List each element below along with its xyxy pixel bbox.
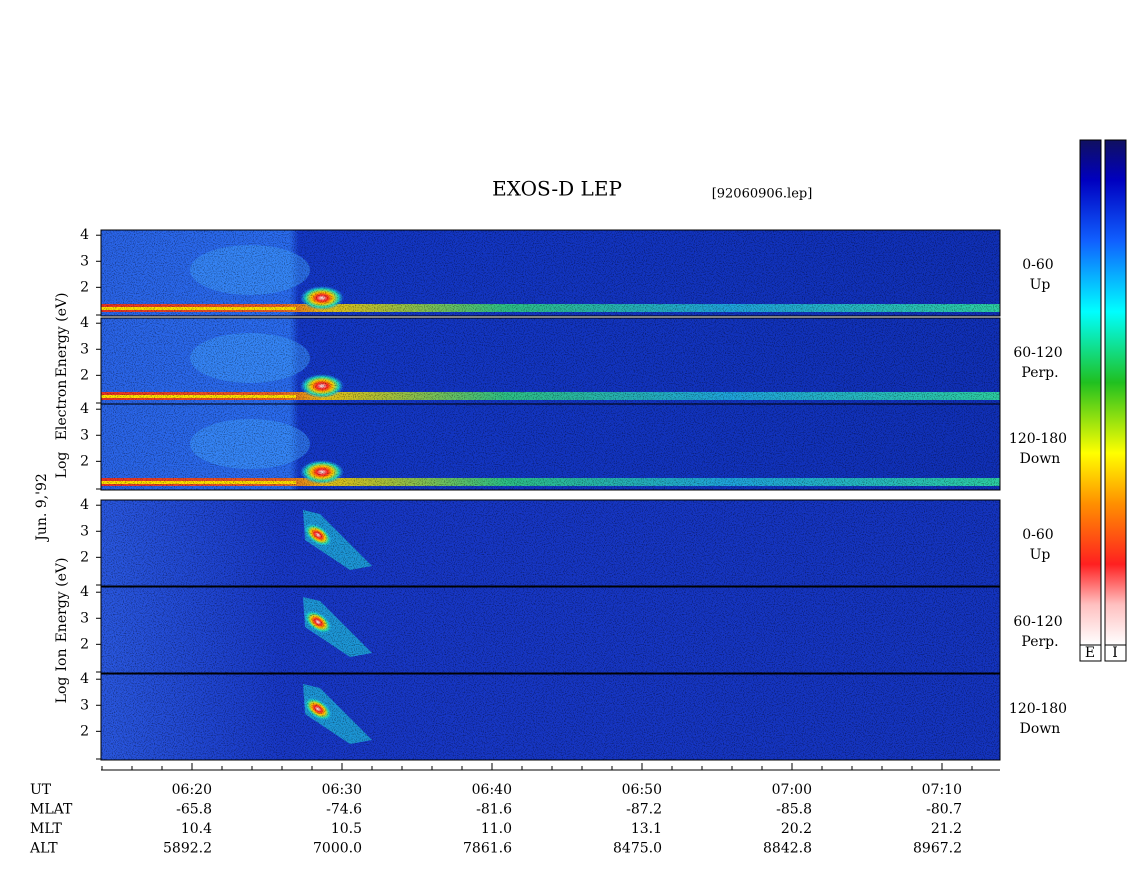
y-tick-label: 4 xyxy=(80,315,89,331)
y-axis-label: Log xyxy=(54,677,70,704)
spectrogram-panel xyxy=(100,673,1001,761)
row-value: -65.8 xyxy=(176,802,212,818)
y-tick-label: 4 xyxy=(80,671,89,687)
spectrograms xyxy=(100,229,1001,761)
spectrogram-panel xyxy=(100,499,1001,587)
y-tick-label: 3 xyxy=(80,610,89,626)
noise xyxy=(101,404,1000,490)
row-value: 8475.0 xyxy=(613,841,662,857)
panel-frame xyxy=(100,499,1001,587)
y-tick-label: 4 xyxy=(80,401,89,417)
row-header: MLT xyxy=(30,821,62,837)
row-value: 10.5 xyxy=(331,821,362,837)
file-label: [92060906.lep] xyxy=(712,187,813,202)
row-value: 06:50 xyxy=(622,782,662,798)
colorbar-box xyxy=(1104,644,1127,662)
row-value: 06:40 xyxy=(472,782,512,798)
row-value: -87.2 xyxy=(626,802,662,818)
y-tick-label: 3 xyxy=(80,523,89,539)
row-value: 5892.2 xyxy=(163,841,212,857)
colorbar-i xyxy=(1104,139,1127,646)
noise xyxy=(101,587,1000,673)
panel-frame xyxy=(100,229,1001,317)
row-value: 8842.8 xyxy=(763,841,812,857)
y-tick-label: 2 xyxy=(80,367,89,383)
panel-pitch: 0-60 xyxy=(1022,527,1053,543)
panel-direction: Down xyxy=(1020,721,1061,737)
y-axis-label: Electron xyxy=(54,380,70,441)
noise xyxy=(101,500,1000,586)
y-axis-label: Log xyxy=(54,452,70,479)
row-value: 7000.0 xyxy=(313,841,362,857)
row-value: 06:30 xyxy=(322,782,362,798)
row-value: 8967.2 xyxy=(913,841,962,857)
row-value: -85.8 xyxy=(776,802,812,818)
colorbar-label: I xyxy=(1112,645,1118,661)
panel-direction: Up xyxy=(1030,277,1051,293)
noise xyxy=(101,318,1000,404)
panel-pitch: 120-180 xyxy=(1009,701,1067,717)
row-value: 20.2 xyxy=(781,821,812,837)
y-tick-label: 2 xyxy=(80,723,89,739)
spectrogram-panel xyxy=(100,403,1001,491)
row-value: -81.6 xyxy=(476,802,512,818)
row-value: 07:00 xyxy=(772,782,812,798)
colorbar-label: E xyxy=(1085,645,1095,661)
panel-pitch: 120-180 xyxy=(1009,431,1067,447)
y-tick-label: 4 xyxy=(80,497,89,513)
spectrogram-panel xyxy=(100,586,1001,674)
y-tick-label: 3 xyxy=(80,427,89,443)
y-tick-label: 2 xyxy=(80,279,89,295)
row-value: 7861.6 xyxy=(463,841,512,857)
panel-frame xyxy=(100,673,1001,761)
row-value: -74.6 xyxy=(326,802,362,818)
spectrogram-panel xyxy=(100,317,1001,405)
panel-direction: Down xyxy=(1020,451,1061,467)
y-tick-label: 2 xyxy=(80,549,89,565)
row-value: 06:20 xyxy=(172,782,212,798)
colorbar-e xyxy=(1079,139,1102,646)
row-header: UT xyxy=(30,782,52,798)
row-value: -80.7 xyxy=(926,802,962,818)
y-tick-label: 3 xyxy=(80,341,89,357)
row-header: MLAT xyxy=(30,802,73,818)
y-tick-label: 2 xyxy=(80,453,89,469)
y-tick-label: 4 xyxy=(80,227,89,243)
row-value: 13.1 xyxy=(631,821,662,837)
panel-pitch: 60-120 xyxy=(1013,614,1062,630)
panel-pitch: 0-60 xyxy=(1022,257,1053,273)
row-value: 21.2 xyxy=(931,821,962,837)
colorbar-box xyxy=(1079,644,1102,662)
panel-direction: Perp. xyxy=(1021,365,1058,381)
row-value: 07:10 xyxy=(922,782,962,798)
row-value: 11.0 xyxy=(481,821,512,837)
spectrogram-panel xyxy=(100,229,1001,317)
y-axis-label: Ion xyxy=(54,649,70,672)
noise xyxy=(101,230,1000,316)
panel-frame xyxy=(100,586,1001,674)
panel-frame xyxy=(100,403,1001,491)
y-axis-label: Energy (eV) xyxy=(54,558,70,643)
row-value: 10.4 xyxy=(181,821,212,837)
panel-direction: Up xyxy=(1030,547,1051,563)
y-tick-label: 2 xyxy=(80,636,89,652)
y-tick-label: 4 xyxy=(80,584,89,600)
panel-pitch: 60-120 xyxy=(1013,345,1062,361)
y-tick-label: 3 xyxy=(80,697,89,713)
y-axis-label: Energy (eV) xyxy=(54,293,70,378)
row-header: ALT xyxy=(29,841,58,857)
y-tick-label: 3 xyxy=(80,253,89,269)
panel-direction: Perp. xyxy=(1021,634,1058,650)
title: EXOS-D LEP xyxy=(492,177,622,201)
noise xyxy=(101,674,1000,760)
date-label: Jun. 9,'92 xyxy=(34,473,50,543)
